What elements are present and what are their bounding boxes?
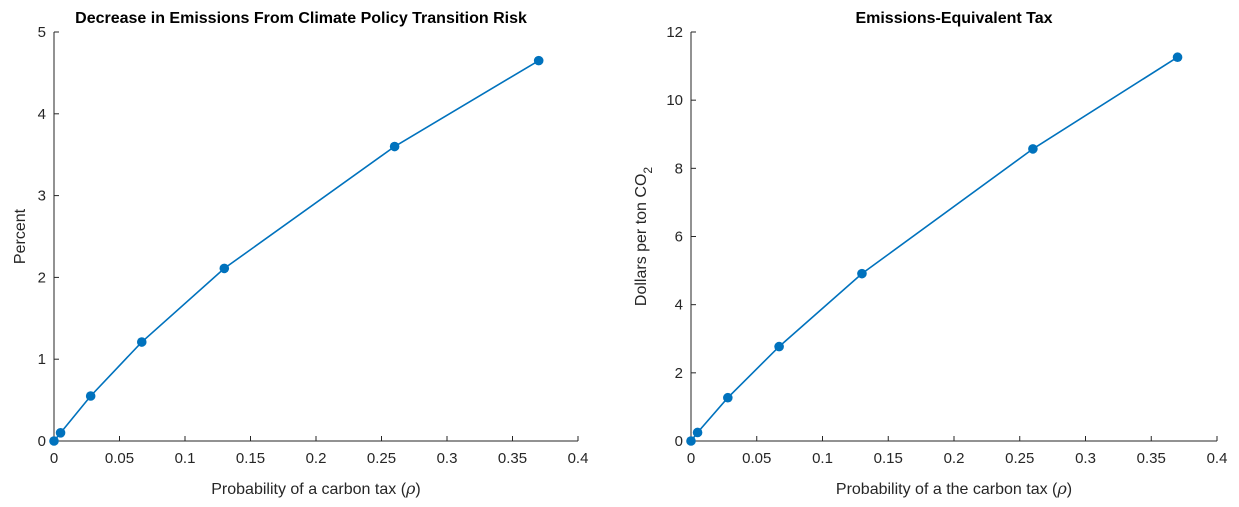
data-point [85, 391, 96, 401]
data-point [136, 337, 147, 347]
data-point [692, 427, 703, 438]
chart-title: Emissions-Equivalent Tax [855, 10, 1052, 27]
data-point [1172, 52, 1183, 63]
x-tick-label: 0.4 [1207, 450, 1228, 467]
x-tick-label: 0.2 [306, 450, 327, 467]
chart-2: 0 0.05 0.1 0.15 0.2 0.25 0.3 0.35 0.4 0 2 4 6 8 10 12 Em… [633, 10, 1227, 498]
y-tick-label: 0 [675, 433, 683, 450]
y-tick-label: 4 [675, 297, 683, 314]
y-tick-label: 2 [675, 365, 683, 382]
chart-1: 0 0.05 0.1 0.15 0.2 0.25 0.3 0.35 0.4 0 1 2 3 4 5 Decre… [12, 10, 588, 498]
y-tick-label: 10 [666, 92, 683, 109]
data-point [686, 436, 696, 446]
y-tick-label: 0 [38, 433, 46, 450]
chart-title: Decrease in Emissions From Climate Polic… [75, 10, 527, 27]
x-tick-label: 0.2 [944, 450, 965, 467]
data-point [533, 55, 544, 66]
x-tick-label: 0.25 [1005, 450, 1034, 467]
x-tick-label: 0.25 [367, 450, 396, 467]
y-tick-label: 5 [38, 24, 46, 41]
y-tick-label: 2 [38, 269, 46, 286]
x-axis-label: Probability of a the carbon tax (ρ) [836, 479, 1072, 498]
y-tick-label: 12 [666, 24, 683, 41]
data-point [49, 436, 59, 446]
data-point [1028, 144, 1038, 154]
x-tick-label: 0.35 [498, 450, 527, 467]
y-axis-label: Percent [12, 208, 29, 264]
y-tick-label: 3 [38, 188, 46, 205]
data-point [774, 341, 784, 352]
x-tick-label: 0 [687, 450, 695, 467]
series-line [690, 56, 1178, 442]
x-tick-label: 0.05 [105, 450, 134, 467]
x-tick-label: 0.35 [1137, 450, 1166, 467]
x-tick-label: 0 [50, 450, 58, 467]
x-tick-label: 0.3 [1075, 450, 1096, 467]
data-point [219, 263, 230, 274]
data-point [723, 392, 733, 403]
x-tick-label: 0.1 [812, 450, 833, 467]
x-tick-label: 0.4 [568, 450, 589, 467]
x-axis-label: Probability of a carbon tax (ρ) [211, 479, 421, 498]
y-axis-label: Dollars per ton CO2 [633, 167, 655, 307]
x-tick-label: 0.15 [874, 450, 903, 467]
x-tick-label: 0.3 [437, 450, 458, 467]
x-tick-label: 0.15 [236, 450, 265, 467]
y-tick-label: 4 [38, 106, 46, 123]
x-tick-label: 0.1 [175, 450, 196, 467]
series-line [53, 59, 540, 442]
y-tick-label: 8 [675, 160, 683, 177]
data-point [857, 268, 867, 279]
x-tick-label: 0.05 [742, 450, 771, 467]
data-point [389, 141, 400, 152]
y-tick-label: 6 [675, 229, 683, 246]
data-point [55, 428, 66, 438]
y-tick-label: 1 [38, 351, 46, 368]
